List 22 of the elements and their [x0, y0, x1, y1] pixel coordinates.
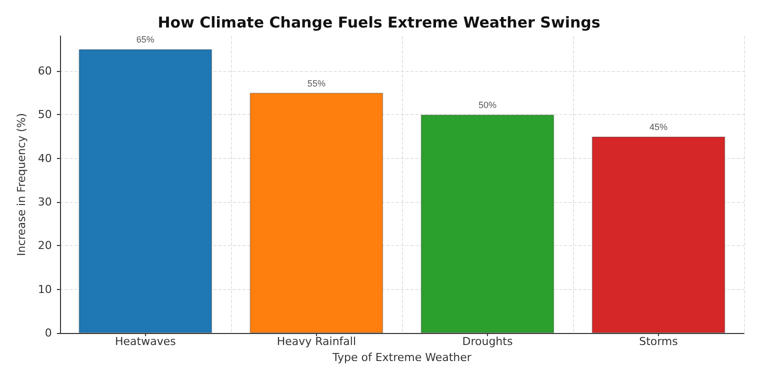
y-tick-label: 30	[38, 196, 52, 209]
x-tick-label: Droughts	[462, 335, 513, 348]
y-tick-label: 60	[38, 64, 52, 78]
y-tick-label: 0	[44, 326, 52, 340]
data-label: 45%	[649, 122, 668, 132]
y-axis-title: Increase in Frequency (%)	[15, 113, 28, 256]
y-tick-label: 10	[38, 282, 52, 296]
bar	[250, 92, 384, 334]
y-tick-label: 20	[38, 239, 52, 252]
data-label: 50%	[478, 100, 496, 110]
x-axis-title: Type of Extreme Weather	[331, 351, 472, 364]
y-tick-label: 40	[38, 152, 52, 165]
bar	[420, 114, 554, 334]
x-tick-label: Heavy Rainfall	[276, 335, 356, 348]
chart-title: How Climate Change Fuels Extreme Weather Swings	[158, 14, 600, 32]
x-tick-label: Heatwaves	[114, 335, 176, 348]
y-tick-label: 50	[38, 108, 52, 122]
bar	[592, 136, 726, 334]
data-label: 65%	[136, 34, 154, 45]
x-tick-label: Storms	[639, 335, 678, 348]
bar	[78, 49, 212, 334]
data-label: 55%	[307, 78, 326, 88]
